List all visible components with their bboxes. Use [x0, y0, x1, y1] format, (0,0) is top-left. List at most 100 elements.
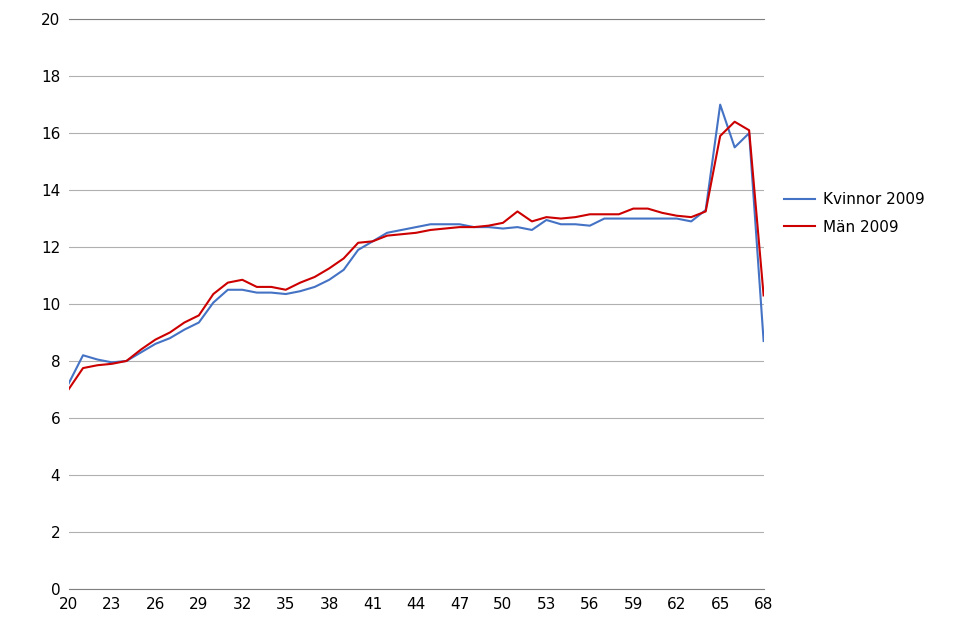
Män 2009: [583, 211, 595, 218]
Kvinnor 2009: [757, 337, 769, 345]
Män 2009: [280, 286, 291, 294]
Kvinnor 2009: [294, 287, 306, 295]
Män 2009: [164, 328, 176, 336]
Män 2009: [555, 214, 566, 222]
Män 2009: [424, 226, 436, 234]
Kvinnor 2009: [135, 349, 147, 356]
Kvinnor 2009: [439, 220, 451, 228]
Kvinnor 2009: [237, 286, 248, 294]
Kvinnor 2009: [453, 220, 465, 228]
Män 2009: [598, 211, 609, 218]
Män 2009: [670, 212, 682, 220]
Män 2009: [367, 237, 378, 245]
Män 2009: [337, 255, 349, 262]
Kvinnor 2009: [742, 129, 754, 137]
Kvinnor 2009: [482, 223, 494, 231]
Män 2009: [511, 207, 523, 215]
Män 2009: [265, 283, 277, 291]
Män 2009: [453, 223, 465, 231]
Män 2009: [699, 207, 711, 215]
Kvinnor 2009: [150, 340, 161, 348]
Män 2009: [308, 273, 320, 281]
Line: Män 2009: Män 2009: [68, 122, 763, 389]
Kvinnor 2009: [728, 143, 739, 151]
Män 2009: [439, 225, 451, 232]
Kvinnor 2009: [642, 214, 653, 222]
Kvinnor 2009: [583, 222, 595, 230]
Män 2009: [380, 232, 392, 239]
Män 2009: [237, 276, 248, 284]
Män 2009: [323, 264, 334, 272]
Kvinnor 2009: [497, 225, 509, 232]
Män 2009: [497, 219, 509, 227]
Kvinnor 2009: [410, 223, 422, 231]
Män 2009: [540, 213, 552, 221]
Män 2009: [250, 283, 262, 291]
Män 2009: [410, 229, 422, 237]
Män 2009: [178, 319, 190, 326]
Män 2009: [92, 362, 104, 369]
Kvinnor 2009: [164, 334, 176, 342]
Kvinnor 2009: [627, 214, 639, 222]
Kvinnor 2009: [540, 216, 552, 224]
Kvinnor 2009: [511, 223, 523, 231]
Kvinnor 2009: [685, 218, 696, 225]
Kvinnor 2009: [280, 290, 291, 298]
Kvinnor 2009: [265, 289, 277, 296]
Kvinnor 2009: [337, 266, 349, 274]
Kvinnor 2009: [308, 283, 320, 291]
Män 2009: [525, 218, 537, 225]
Män 2009: [193, 312, 204, 319]
Män 2009: [222, 279, 234, 287]
Kvinnor 2009: [77, 351, 89, 359]
Män 2009: [642, 205, 653, 212]
Kvinnor 2009: [367, 237, 378, 245]
Kvinnor 2009: [120, 357, 132, 365]
Kvinnor 2009: [467, 223, 479, 231]
Kvinnor 2009: [193, 319, 204, 326]
Män 2009: [757, 292, 769, 300]
Line: Kvinnor 2009: Kvinnor 2009: [68, 104, 763, 384]
Kvinnor 2009: [92, 356, 104, 364]
Kvinnor 2009: [714, 100, 726, 108]
Män 2009: [714, 132, 726, 140]
Män 2009: [482, 222, 494, 230]
Män 2009: [742, 127, 754, 134]
Män 2009: [106, 360, 117, 367]
Kvinnor 2009: [323, 276, 334, 284]
Män 2009: [467, 223, 479, 231]
Kvinnor 2009: [569, 220, 581, 228]
Kvinnor 2009: [598, 214, 609, 222]
Kvinnor 2009: [555, 220, 566, 228]
Kvinnor 2009: [250, 289, 262, 296]
Män 2009: [77, 364, 89, 372]
Kvinnor 2009: [670, 214, 682, 222]
Kvinnor 2009: [525, 226, 537, 234]
Män 2009: [352, 239, 364, 246]
Kvinnor 2009: [207, 299, 219, 307]
Kvinnor 2009: [222, 286, 234, 294]
Kvinnor 2009: [612, 214, 624, 222]
Män 2009: [395, 230, 407, 238]
Legend: Kvinnor 2009, Män 2009: Kvinnor 2009, Män 2009: [778, 186, 929, 241]
Män 2009: [655, 209, 667, 217]
Män 2009: [728, 118, 739, 125]
Kvinnor 2009: [424, 220, 436, 228]
Kvinnor 2009: [178, 326, 190, 333]
Män 2009: [120, 357, 132, 365]
Män 2009: [63, 385, 74, 393]
Män 2009: [569, 213, 581, 221]
Kvinnor 2009: [63, 380, 74, 388]
Män 2009: [685, 213, 696, 221]
Kvinnor 2009: [352, 246, 364, 253]
Kvinnor 2009: [106, 358, 117, 366]
Kvinnor 2009: [395, 226, 407, 234]
Kvinnor 2009: [380, 229, 392, 237]
Män 2009: [135, 346, 147, 353]
Män 2009: [150, 336, 161, 344]
Kvinnor 2009: [699, 206, 711, 214]
Män 2009: [294, 279, 306, 287]
Män 2009: [612, 211, 624, 218]
Kvinnor 2009: [655, 214, 667, 222]
Män 2009: [627, 205, 639, 212]
